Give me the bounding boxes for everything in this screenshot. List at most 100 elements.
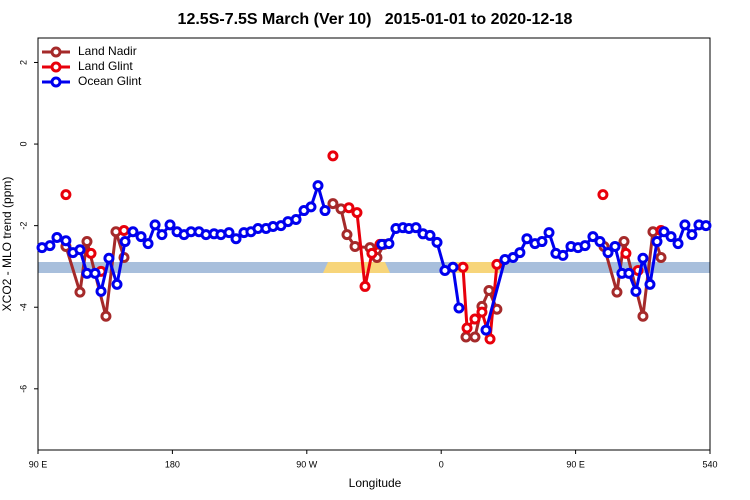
data-point [223,227,235,239]
data-point [655,251,667,263]
data-point [60,235,72,247]
data-point [359,280,371,292]
data-point [111,278,123,290]
data-point [230,233,242,245]
data-point [351,207,363,219]
chart-title: 12.5S-7.5S March (Ver 10) 2015-01-01 to … [178,11,573,28]
data-point [476,306,488,318]
data-point [457,261,469,273]
data-point [142,238,154,250]
data-point [74,244,86,256]
data-point [95,285,107,297]
data-point [602,247,614,259]
data-point [469,331,481,343]
data-point [507,251,519,263]
data-point [343,202,355,214]
data-point [366,247,378,259]
data-point [44,240,56,252]
data-point [290,214,302,226]
data-point [536,236,548,248]
data-point [618,236,630,248]
data-point [630,285,642,297]
data-point [81,236,93,248]
data-point [327,150,339,162]
data-point [74,286,86,298]
data-point [89,267,101,279]
data-point [431,236,443,248]
data-point [164,219,176,231]
data-point [644,278,656,290]
data-point [453,302,465,314]
data-point [85,247,97,259]
x-tick-label: 90 E [29,459,48,469]
data-point [594,236,606,248]
legend-marker [50,76,62,88]
data-point [100,310,112,322]
legend-label: Land Glint [78,59,133,73]
data-point [319,205,331,217]
data-point [460,331,472,343]
data-point [484,333,496,345]
data-point [521,233,533,245]
data-point [461,322,473,334]
x-tick-label: 180 [165,459,180,469]
data-point [480,324,492,336]
data-point [658,226,670,238]
data-point [557,249,569,261]
x-tick-label: 90 W [296,459,318,469]
data-point [637,310,649,322]
y-axis-label: XCO2 - MLO trend (ppm) [0,177,14,312]
data-point [700,220,712,232]
data-point [514,247,526,259]
legend-label: Land Nadir [78,44,137,58]
y-tick-label: -6 [18,385,28,393]
data-point [119,236,131,248]
data-point [424,229,436,241]
data-point [60,189,72,201]
data-point [665,231,677,243]
data-point [118,225,130,237]
legend-marker [50,46,62,58]
data-point [135,231,147,243]
data-point [672,238,684,250]
y-tick-label: 0 [18,142,28,147]
data-point [327,198,339,210]
x-axis-label: Longitude [349,476,402,490]
data-point [587,231,599,243]
x-tick-label: 540 [702,459,717,469]
data-point [103,252,115,264]
data-point [383,238,395,250]
data-point [491,258,503,270]
data-point [686,229,698,241]
data-point [127,226,139,238]
data-point [341,229,353,241]
data-point [410,222,422,234]
data-point [149,219,161,231]
x-tick-label: 0 [439,459,444,469]
data-point [597,189,609,201]
data-point [312,180,324,192]
data-point [579,240,591,252]
data-point [611,286,623,298]
legend-marker [50,61,62,73]
y-tick-label: 2 [18,60,28,65]
data-point [623,267,635,279]
x-tick-label: 90 E [566,459,585,469]
data-point [51,231,63,243]
data-point [483,285,495,297]
legend-label: Ocean Glint [78,74,142,88]
y-tick-label: -4 [18,303,28,311]
land-band [323,262,390,273]
data-point [447,261,459,273]
data-point [609,240,621,252]
data-point [620,247,632,259]
data-point [679,219,691,231]
data-point [305,201,317,213]
data-point [469,313,481,325]
data-point [543,227,555,239]
data-point [349,240,361,252]
y-tick-label: -2 [18,222,28,230]
data-point [637,252,649,264]
